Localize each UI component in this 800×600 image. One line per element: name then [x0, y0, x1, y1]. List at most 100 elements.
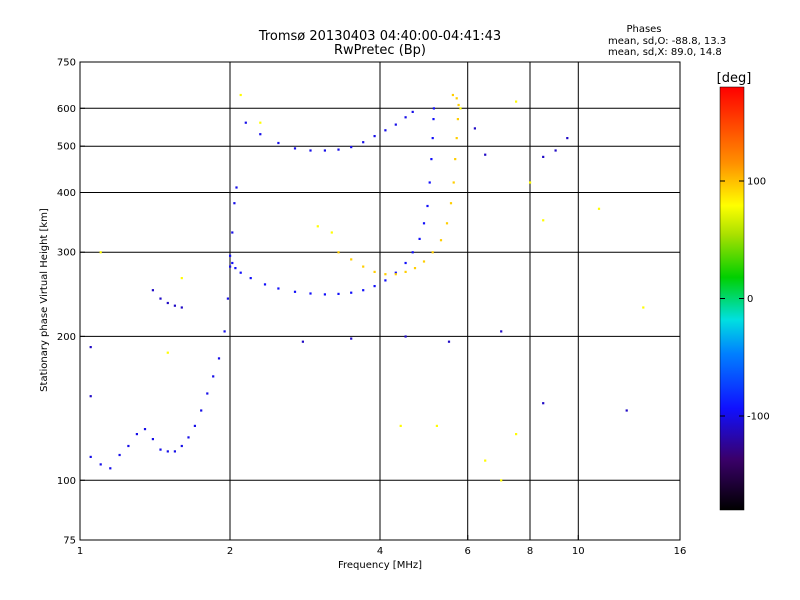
echo-point-s2-8	[362, 141, 365, 144]
echo-point-s5-2	[239, 93, 242, 97]
echo-point-s3-15	[206, 392, 209, 395]
echo-point-s5-15	[515, 100, 518, 103]
echo-point-s5-6	[399, 424, 402, 427]
echo-point-s1-6	[404, 270, 407, 273]
echo-point-s5-14	[642, 306, 645, 309]
echo-point-s3-21	[231, 231, 234, 234]
legend-title: Phases	[626, 24, 661, 35]
echo-points	[89, 93, 645, 482]
echo-point-s3-0	[89, 455, 92, 458]
echo-point-s0-25	[432, 107, 435, 110]
echo-point-s2-10	[384, 129, 387, 132]
echo-point-s2-5	[323, 149, 326, 152]
echo-point-s1-14	[454, 158, 457, 161]
echo-point-s1-4	[384, 273, 387, 276]
echo-point-s1-15	[455, 137, 458, 140]
y-axis-ticks: 75 100 200 300 400 500 600 750	[57, 58, 85, 547]
echo-point-s3-8	[159, 448, 162, 451]
y-tick-label-300: 300	[57, 248, 76, 259]
echo-point-s5-3	[259, 121, 262, 124]
echo-point-s5-8	[484, 459, 487, 462]
echo-point-s1-11	[445, 222, 449, 225]
echo-point-s0-19	[422, 222, 426, 225]
echo-point-s0-15	[394, 271, 397, 274]
echo-point-s4-13	[625, 409, 628, 412]
x-tick-label-4: 4	[377, 546, 383, 557]
echo-point-s5-17	[166, 351, 169, 354]
echo-point-s4-0	[151, 289, 154, 292]
colorbar-label: [deg]	[717, 71, 752, 86]
colorbar-tick-label-0: 100	[747, 177, 766, 188]
echo-point-s3-4	[127, 444, 130, 448]
echo-point-s3-10	[173, 450, 176, 453]
x-tick-label-2: 2	[227, 546, 233, 557]
echo-point-s3-1	[99, 463, 102, 466]
echo-point-s1-0	[337, 251, 340, 254]
x-axis-label: Frequency [MHz]	[338, 560, 422, 571]
echo-point-s1-3	[373, 270, 376, 273]
echo-point-s0-22	[430, 158, 433, 161]
echo-point-s2-13	[411, 110, 414, 113]
echo-point-s0-24	[432, 118, 435, 121]
echo-point-s4-7	[301, 340, 304, 343]
echo-point-s0-9	[323, 293, 326, 296]
echo-point-s4-10	[447, 340, 451, 343]
echo-point-s2-12	[404, 116, 407, 119]
echo-point-s4-16	[566, 137, 569, 140]
y-axis-label: Stationary phase Virtual Height [km]	[39, 208, 50, 392]
echo-point-s5-16	[459, 107, 462, 110]
echo-point-s5-5	[330, 231, 333, 234]
echo-point-s4-6	[89, 395, 92, 398]
echo-point-s5-7	[435, 424, 438, 427]
x-tick-label-1: 1	[77, 546, 83, 557]
echo-point-s3-11	[180, 444, 183, 448]
echo-point-s2-3	[293, 147, 297, 150]
echo-point-s0-4	[249, 277, 252, 280]
echo-point-s5-9	[515, 433, 518, 436]
echo-point-s3-20	[229, 265, 232, 268]
x-tick-label-6: 6	[465, 546, 471, 557]
echo-point-s4-5	[89, 346, 92, 349]
echo-point-s5-10	[500, 479, 503, 482]
echo-point-s1-5	[394, 273, 397, 276]
echo-point-s2-4	[309, 149, 312, 152]
grid-lines	[80, 62, 680, 540]
echo-point-s0-5	[263, 283, 267, 286]
echo-point-s3-23	[235, 186, 238, 189]
echo-point-s0-3	[239, 271, 242, 274]
echo-point-s0-17	[411, 251, 414, 254]
echo-point-s4-8	[350, 337, 353, 340]
echo-point-s2-11	[394, 123, 397, 126]
echo-point-s1-19	[451, 93, 454, 97]
echo-point-s3-18	[223, 330, 226, 333]
y-tick-label-75: 75	[63, 536, 76, 547]
x-tick-label-10: 10	[572, 546, 585, 557]
colorbar-tick-label-2: -100	[747, 412, 770, 423]
echo-point-s1-2	[362, 265, 365, 268]
echo-point-s1-13	[452, 181, 455, 184]
echo-point-s4-3	[173, 304, 176, 307]
echo-point-s1-7	[413, 267, 417, 270]
echo-point-s0-2	[234, 267, 237, 270]
echo-point-s3-13	[193, 424, 196, 427]
echo-point-s0-21	[428, 181, 431, 184]
echo-point-s0-23	[431, 137, 434, 140]
echo-point-s0-18	[418, 237, 421, 240]
echo-point-s4-11	[500, 330, 503, 333]
echo-point-s2-7	[350, 146, 353, 149]
echo-point-s0-12	[362, 289, 365, 292]
legend-o-mode: mean, sd,O: -88.8, 13.3	[608, 36, 726, 47]
x-tick-label-8: 8	[527, 546, 533, 557]
echo-point-s1-12	[449, 202, 453, 205]
echo-point-s3-14	[200, 409, 203, 412]
echo-point-s3-22	[233, 202, 236, 205]
echo-point-s3-3	[118, 453, 121, 457]
y-tick-label-400: 400	[57, 188, 76, 199]
legend-x-mode: mean, sd,X: 89.0, 14.8	[608, 47, 722, 58]
y-tick-label-600: 600	[57, 104, 76, 115]
echo-point-s3-17	[217, 357, 221, 360]
echo-point-s4-2	[166, 301, 169, 305]
echo-point-s3-12	[187, 436, 190, 439]
y-tick-label-100: 100	[57, 476, 76, 487]
